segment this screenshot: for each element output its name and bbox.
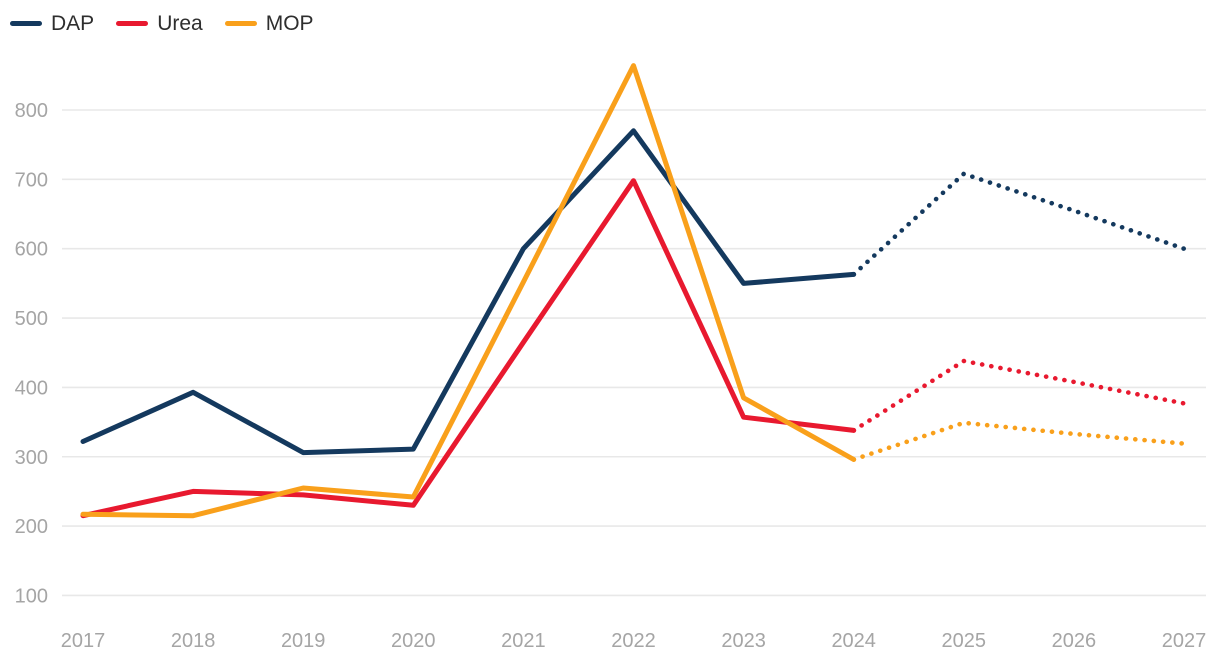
legend-label-dap: DAP [51, 12, 95, 35]
urea-line-forecast-dotted [851, 358, 1187, 433]
x-tick-label-2026: 2026 [1052, 630, 1097, 652]
x-tick-label-2022: 2022 [611, 630, 656, 652]
dap-line-forecast-dotted [851, 171, 1187, 277]
y-tick-label-500: 500 [15, 308, 48, 330]
legend-swatch-dap [10, 21, 42, 26]
legend-item-urea[interactable]: Urea [116, 13, 203, 34]
x-tick-label-2027: 2027 [1162, 630, 1207, 652]
legend-swatch-urea [116, 21, 149, 26]
x-tick-label-2020: 2020 [391, 630, 436, 652]
dap-line-solid [80, 128, 857, 456]
x-tick-label-2019: 2019 [281, 630, 326, 652]
x-tick-label-2025: 2025 [942, 630, 987, 652]
legend-item-dap[interactable]: DAP [10, 13, 94, 34]
y-tick-label-400: 400 [15, 377, 48, 399]
y-tick-label-300: 300 [15, 447, 48, 469]
x-tick-label-2024: 2024 [831, 630, 876, 652]
y-tick-label-600: 600 [15, 239, 48, 261]
legend-label-urea: Urea [157, 12, 203, 35]
x-tick-label-2018: 2018 [171, 630, 216, 652]
mop-line-solid [80, 63, 857, 519]
y-tick-label-100: 100 [15, 585, 48, 607]
x-tick-label-2023: 2023 [721, 630, 766, 652]
legend-item-mop[interactable]: MOP [224, 12, 314, 35]
y-tick-label-800: 800 [15, 100, 48, 122]
y-tick-label-700: 700 [15, 169, 48, 191]
y-tick-label-200: 200 [15, 516, 48, 538]
urea-line-solid [80, 178, 857, 519]
chart-legend: DAP Urea MOP [10, 13, 314, 34]
x-tick-label-2021: 2021 [501, 630, 546, 652]
mop-line-forecast-dotted [851, 420, 1187, 462]
legend-label-mop: MOP [265, 12, 314, 35]
legend-swatch-mop [224, 21, 257, 26]
x-tick-label-2017: 2017 [61, 630, 106, 652]
